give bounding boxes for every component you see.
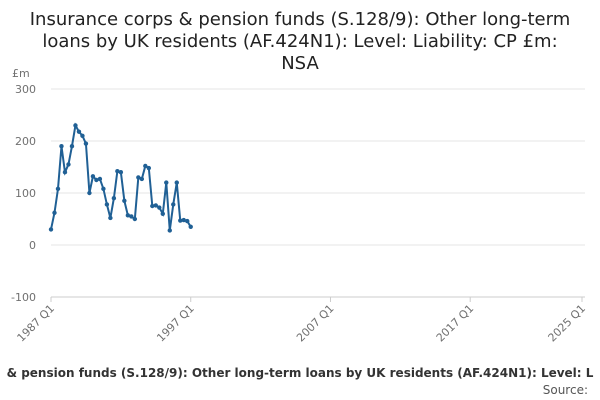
data-point bbox=[90, 174, 96, 179]
data-point bbox=[108, 215, 113, 221]
data-point bbox=[48, 227, 54, 232]
data-point bbox=[122, 198, 127, 203]
data-point bbox=[76, 129, 82, 134]
data-point bbox=[185, 218, 190, 224]
data-point bbox=[87, 190, 92, 196]
source: Source: bbox=[543, 383, 588, 397]
data-point bbox=[118, 170, 124, 175]
data-point bbox=[125, 213, 131, 218]
data-point bbox=[66, 162, 71, 167]
x-tick-label: 1997 Q1 bbox=[154, 302, 197, 345]
y-tick-label: 0 bbox=[29, 239, 36, 252]
data-point bbox=[153, 203, 159, 208]
data-point bbox=[55, 186, 61, 192]
chart-title: loans by UK residents (AF.424N1): Level:… bbox=[42, 31, 557, 52]
data-point bbox=[73, 123, 78, 128]
data-point bbox=[157, 205, 162, 210]
data-point bbox=[164, 180, 169, 185]
y-tick-label: 100 bbox=[15, 187, 36, 200]
data-point bbox=[69, 144, 75, 149]
y-tick-label: -100 bbox=[11, 291, 36, 304]
data-point bbox=[115, 168, 120, 174]
data-point bbox=[83, 141, 89, 146]
chart-title: NSA bbox=[281, 53, 319, 74]
data-point bbox=[101, 186, 106, 192]
x-tick-label: 2007 Q1 bbox=[294, 302, 337, 345]
data-point bbox=[139, 176, 145, 182]
data-point bbox=[97, 176, 103, 182]
data-point bbox=[167, 228, 172, 233]
y-tick-label: 200 bbox=[15, 135, 36, 148]
data-point bbox=[146, 165, 152, 171]
data-point bbox=[178, 218, 183, 223]
data-point bbox=[174, 180, 179, 185]
data-point bbox=[111, 196, 117, 201]
data-point bbox=[136, 175, 141, 180]
x-tick-label: 2017 Q1 bbox=[434, 302, 477, 345]
data-point bbox=[94, 177, 99, 183]
data-point bbox=[160, 211, 165, 216]
data-point bbox=[143, 163, 148, 169]
footer-title: & pension funds (S.128/9): Other long-te… bbox=[7, 366, 594, 380]
data-point bbox=[132, 216, 138, 222]
y-tick-label: 300 bbox=[15, 83, 36, 96]
y-axis-label: £m bbox=[12, 67, 30, 80]
data-point bbox=[188, 224, 193, 229]
data-point bbox=[181, 217, 186, 223]
data-point bbox=[171, 202, 176, 207]
data-point bbox=[52, 210, 57, 215]
data-point bbox=[62, 170, 68, 175]
x-tick-label: 2025 Q1 bbox=[546, 302, 589, 345]
data-point bbox=[80, 133, 85, 138]
data-point bbox=[129, 214, 134, 219]
chart-title: Insurance corps & pension funds (S.128/9… bbox=[30, 9, 571, 30]
data-point bbox=[150, 203, 155, 209]
data-point bbox=[59, 144, 64, 149]
x-tick-label: 1987 Q1 bbox=[15, 302, 58, 345]
data-point bbox=[104, 202, 110, 207]
